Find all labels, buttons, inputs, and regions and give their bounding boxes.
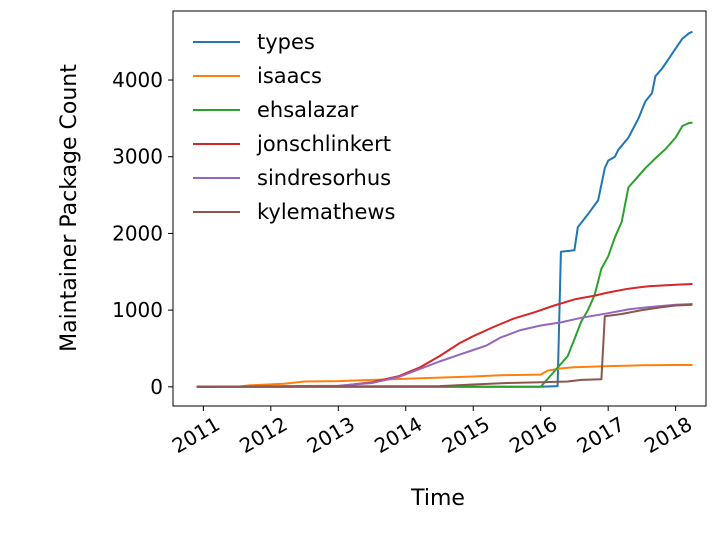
y-tick-label: 4000 [112,68,163,92]
legend-label-ehsalazar: ehsalazar [257,98,359,122]
legend-label-isaacs: isaacs [257,64,322,88]
x-tick-label: 2016 [505,412,561,458]
series-line-ehsalazar [196,121,693,388]
series-line-jonschlinkert [196,283,693,388]
x-tick-label: 2011 [168,412,224,458]
series-line-types [196,30,693,388]
legend-label-sindresorhus: sindresorhus [257,166,391,190]
y-axis: 0 1000 2000 3000 4000 [112,68,173,399]
y-tick-label: 2000 [112,221,163,245]
legend: types isaacs ehsalazar jonschlinkert sindres… [193,30,396,224]
x-tick-label: 2017 [573,412,629,458]
x-tick-label: 2014 [370,412,426,458]
series-line-isaacs [196,364,693,388]
x-tick-label: 2013 [303,412,359,458]
x-axis-label: Time [410,486,465,511]
y-tick-label: 0 [150,375,163,399]
legend-label-jonschlinkert: jonschlinkert [256,132,391,156]
y-axis-label: Maintainer Package Count [57,64,82,352]
plot-lines [196,30,693,388]
x-tick-label: 2012 [235,412,291,458]
legend-label-types: types [257,30,315,54]
series-line-sindresorhus [196,303,693,388]
y-tick-label: 3000 [112,145,163,169]
x-axis: 2011 2012 2013 2014 2015 2016 2017 2018 [168,406,696,458]
x-tick-label: 2018 [640,412,696,458]
y-tick-label: 1000 [112,298,163,322]
legend-label-kylemathews: kylemathews [257,200,396,224]
x-tick-label: 2015 [438,412,494,458]
plot-frame [172,10,707,407]
series-line-kylemathews [196,303,693,388]
